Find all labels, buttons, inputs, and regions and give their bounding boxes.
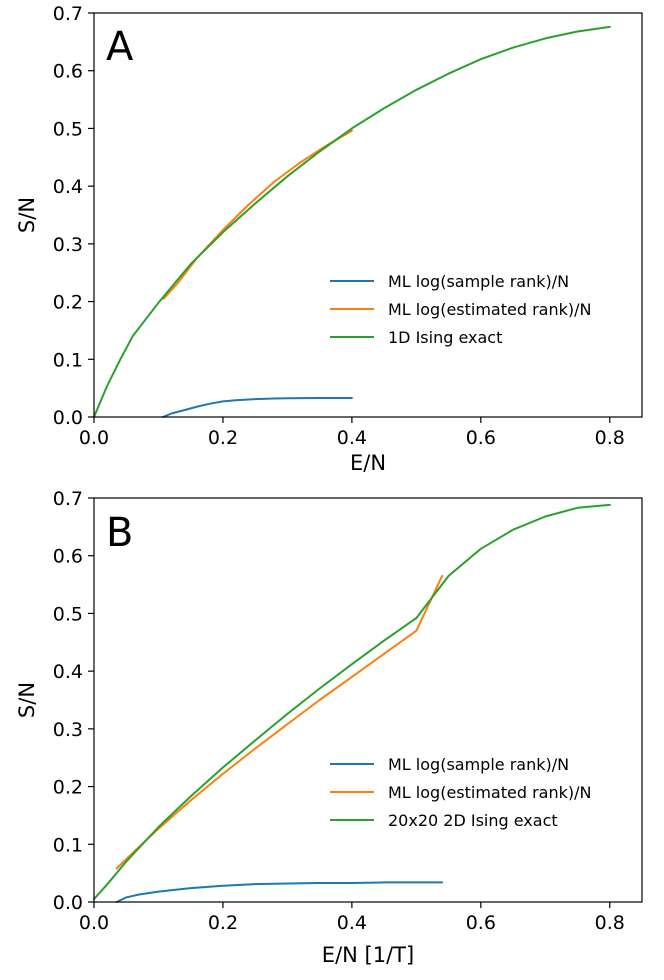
panel-b-y-tick-label: 0.5 [53, 603, 83, 625]
panel-b-x-tick-label: 0.8 [595, 912, 625, 934]
panel-a-legend: ML log(sample rank)/N ML log(estimated ra… [330, 272, 591, 347]
panel-a: 0.0 0.2 0.4 0.6 0.80.00.10.20.30.40.50.60.7 … [15, 3, 643, 475]
panel-b-y-tick-label: 0.7 [53, 488, 83, 510]
panel-a-y-tick-label: 0.4 [53, 176, 83, 198]
panel-b-x-tick-label: 0.4 [337, 912, 367, 934]
panel-b-x-tick-label: 0.6 [466, 912, 496, 934]
panel-b-series-line-1 [115, 881, 444, 903]
panel-a-letter: A [106, 24, 134, 70]
panel-a-series-line-1 [162, 397, 353, 418]
panel-a-x-tick-label: 0.4 [337, 427, 367, 449]
panel-a-y-tick-label: 0.7 [53, 3, 83, 25]
panel-b-plot-area [93, 503, 611, 903]
panel-a-x-tick-label: 0.6 [466, 427, 496, 449]
panel-b-y-tick-label: 0.0 [53, 892, 83, 914]
panel-a-axes-frame [93, 12, 643, 418]
panel-a-ticks: 0.0 0.2 0.4 0.6 0.8 0.0 0.1 0.2 0.3 0.4 0.5 0.6 0.7 [53, 3, 625, 449]
panel-b-y-axis-label: S/N [15, 682, 39, 718]
panel-a-y-tick-label: 0.5 [53, 118, 83, 140]
panel-b-legend-label-1: ML log(sample rank)/N [388, 755, 569, 774]
panel-b-x-tick-label: 0.0 [79, 912, 109, 934]
panel-b-y-tick-label: 0.1 [53, 834, 83, 856]
panel-a-y-tick-label: 0.0 [53, 407, 83, 429]
panel-a-x-axis-label: E/N [350, 451, 386, 475]
panel-b-ticks: 0.0 0.2 0.4 0.6 0.8 0.0 0.1 0.2 0.3 0.4 0.5 0.6 0.7 [53, 488, 625, 934]
panel-b-series-line-3 [93, 503, 611, 901]
panel-a-y-tick-label: 0.1 [53, 349, 83, 371]
panel-b-y-tick-label: 0.6 [53, 546, 83, 568]
panel-b-y-tick-label: 0.4 [53, 661, 83, 683]
panel-a-x-tick-label: 0.2 [208, 427, 238, 449]
panel-a-y-tick-label: 0.6 [53, 61, 83, 83]
panel-b-y-tick-label: 0.3 [53, 719, 83, 741]
panel-a-plot-area [93, 25, 611, 418]
panel-b-axes-frame [93, 497, 643, 903]
panel-a-y-axis-label: S/N [15, 197, 39, 233]
panel-a-x-tick-label: 0.8 [595, 427, 625, 449]
panel-b-x-axis-label: E/N [1/T] [322, 943, 414, 967]
panel-a-x-tick-label: 0.0 [79, 427, 109, 449]
panel-b-y-tick-label: 0.2 [53, 777, 83, 799]
panel-a-series-line-3 [93, 25, 611, 418]
panel-a-legend-label-3: 1D Ising exact [388, 328, 502, 347]
panel-a-y-tick-label: 0.2 [53, 292, 83, 314]
panel-b-x-tick-label: 0.2 [208, 912, 238, 934]
panel-a-legend-label-1: ML log(sample rank)/N [388, 272, 569, 291]
panel-a-legend-label-2: ML log(estimated rank)/N [388, 300, 591, 319]
panel-b-legend: ML log(sample rank)/N ML log(estimated ra… [330, 755, 591, 830]
panel-a-series-line-2 [162, 129, 353, 300]
panel-b: 0.0 0.2 0.4 0.6 0.80.00.10.20.30.40.50.60.7 … [15, 488, 643, 967]
panel-b-letter: B [106, 510, 133, 556]
panel-a-y-tick-label: 0.3 [53, 234, 83, 256]
panel-b-legend-label-2: ML log(estimated rank)/N [388, 783, 591, 802]
panel-b-legend-label-3: 20x20 2D Ising exact [388, 811, 558, 830]
